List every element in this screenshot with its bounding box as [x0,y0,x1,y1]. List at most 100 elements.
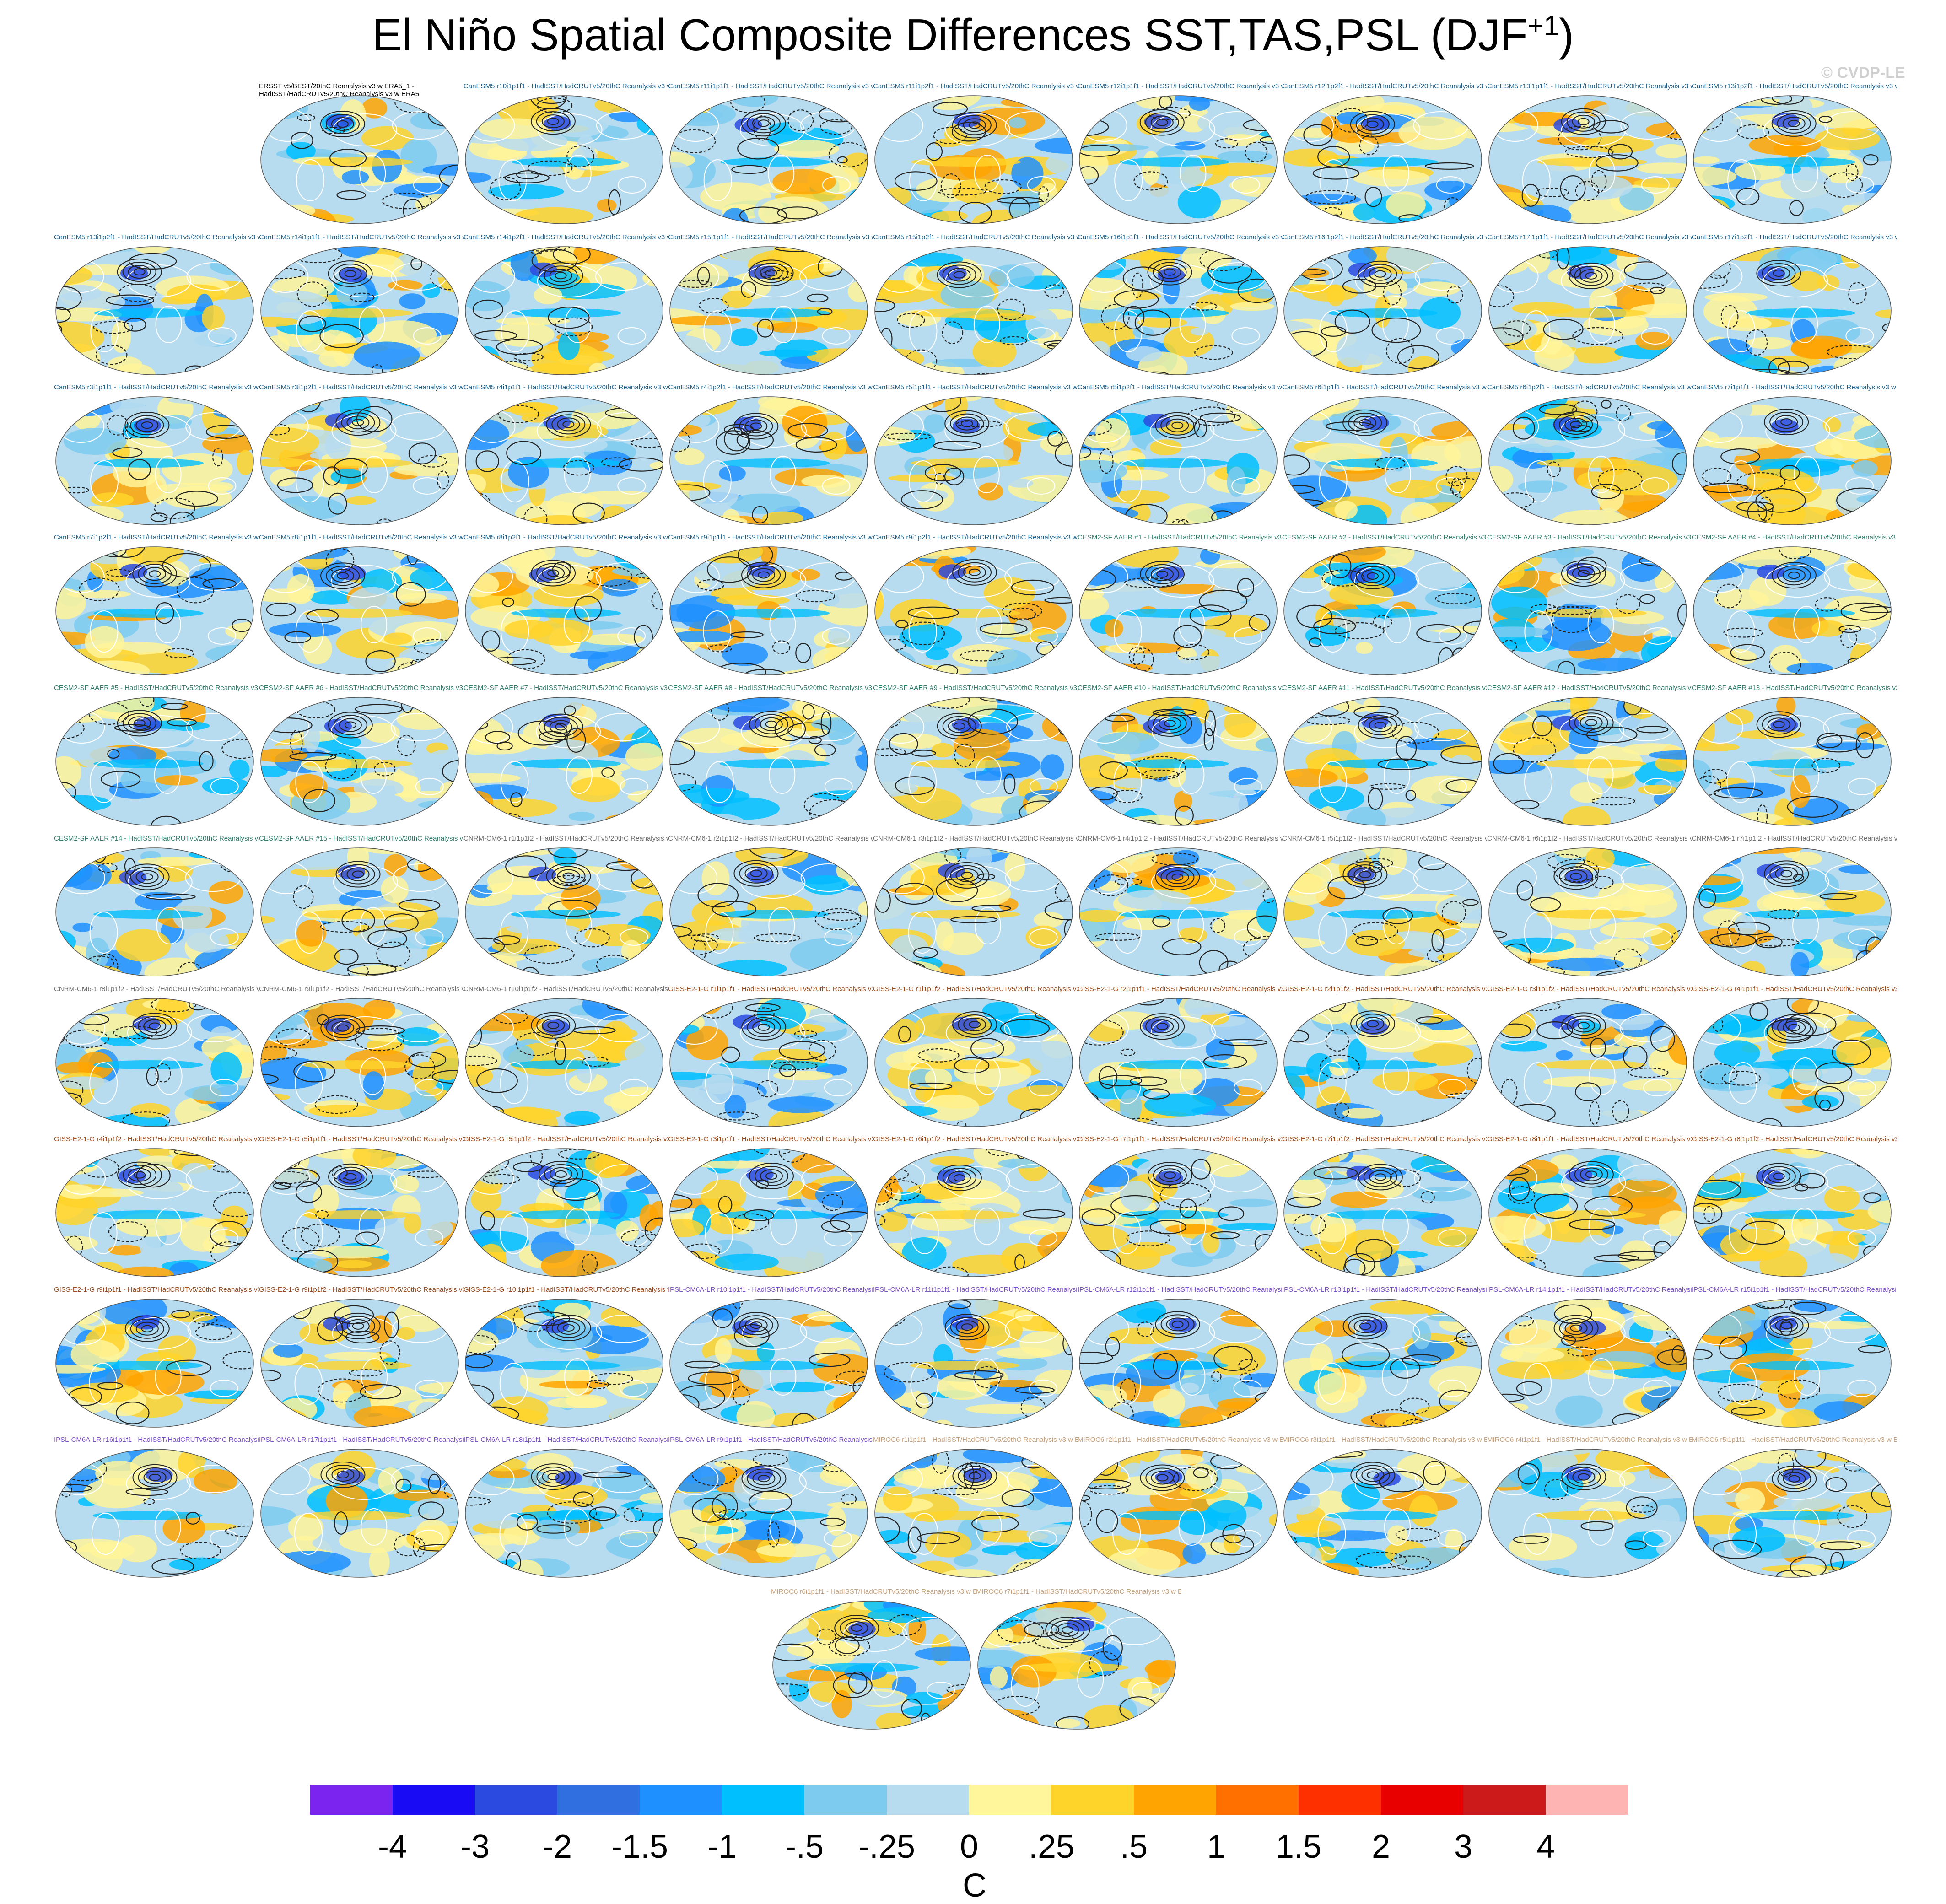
equatorial-anomaly [1746,308,1856,318]
panel-label: GISS-E2-1-G r2i1p1f2 - HadISST/HadCRUTv5… [1282,985,1487,993]
continent-outline [1112,1363,1141,1405]
psl-contour [339,267,362,281]
anomaly-region [56,360,96,373]
psl-contour [1239,1372,1252,1383]
psl-contour [913,947,938,959]
anomaly-region [280,355,309,370]
psl-contour [1189,302,1218,311]
psl-contour [1427,948,1445,963]
psl-contour [924,464,961,482]
psl-contour [1155,864,1200,891]
psl-contour [1139,561,1185,588]
anomaly-region [1206,1422,1249,1427]
anomaly-region [465,247,503,258]
continent-outline [617,627,646,645]
psl-contour [1150,115,1174,129]
anomaly-region [312,1246,388,1259]
anomaly-region [1489,466,1514,494]
psl-contour [367,929,407,948]
psl-contour [712,901,757,918]
anomaly-region [1372,807,1437,823]
anomaly-region [1152,1350,1198,1362]
anomaly-region [1305,625,1350,646]
psl-contour [1054,1322,1073,1330]
psl-contour [1302,251,1330,262]
psl-contour [760,270,793,279]
psl-contour [1559,1318,1593,1338]
psl-contour [1171,874,1184,881]
panel-label: CanESM5 r8i1p1f1 - HadISST/HadCRUTv5/20t… [259,534,464,541]
psl-contour [749,848,797,859]
continent-outline [770,1358,797,1396]
psl-contour [124,863,170,890]
psl-contour [493,935,520,945]
continent-outline [499,1363,528,1405]
psl-contour [590,1373,633,1385]
map-panel-grid: ERSST v5/BEST/20thC Reanalysis v3 w ERA5… [54,82,1897,1730]
psl-contour [1312,167,1360,180]
map-plot [55,246,254,375]
psl-contour [554,317,593,337]
psl-contour [352,1322,364,1330]
psl-contour [557,869,580,883]
psl-contour [967,708,1019,735]
psl-contour [1247,803,1277,816]
anomaly-region [1091,848,1152,856]
psl-contour [1262,888,1276,903]
anomaly-region [426,749,458,771]
map-panel: IPSL-CM6A-LR r15i1p1f1 - HadISST/HadCRUT… [1692,1286,1897,1428]
continent-outline [1587,756,1614,794]
psl-contour [1135,756,1186,778]
continent-outline [1793,756,1820,794]
psl-contour [1363,264,1397,284]
anomaly-region [465,172,491,183]
anomaly-region [1079,848,1137,857]
anomaly-region [303,634,332,664]
anomaly-region [670,472,687,481]
continent-outline [89,1212,118,1254]
continent-outline [1113,1212,1142,1254]
panel-label: CanESM5 r5i1p2f1 - HadISST/HadCRUTv5/20t… [1078,383,1283,391]
psl-contour [318,1378,366,1403]
equatorial-anomaly [1119,910,1229,919]
map-border [260,847,459,976]
anomaly-region [1114,778,1152,788]
anomaly-region [1791,335,1852,359]
psl-contour [341,908,375,933]
map-plot [1283,697,1482,826]
psl-contour [261,1073,279,1085]
continent-outline [1793,606,1820,643]
map-plot [55,847,254,976]
psl-contour [885,1180,921,1201]
psl-contour [752,1020,776,1034]
psl-contour [1566,563,1601,584]
psl-contour [213,1192,253,1217]
psl-contour [1553,863,1599,890]
anomaly-region [1191,327,1209,336]
panel-label: IPSL-CM6A-LR r15i1p1f1 - HadISST/HadCRUT… [1692,1286,1897,1294]
continent-outline [1231,176,1260,194]
anomaly-region [1867,1200,1891,1223]
panel-label: GISS-E2-1-G r7i1p1f1 - HadISST/HadCRUTv5… [1078,1135,1283,1143]
anomaly-region [1543,1076,1617,1087]
psl-contour [128,265,151,279]
psl-contour [345,1173,357,1181]
continent-outline [500,912,529,954]
psl-contour [1693,1203,1723,1224]
continent-outline [126,1166,192,1199]
psl-contour [339,1170,362,1184]
anomaly-region [892,1323,939,1352]
anomaly-region [1697,247,1749,256]
psl-contour [65,1029,109,1048]
map-plot [55,396,254,525]
continent-outline [1114,310,1143,352]
anomaly-region [1877,796,1891,813]
map-plot [465,246,663,375]
anomaly-region [224,364,253,375]
psl-contour [1559,866,1593,887]
psl-contour [563,460,594,476]
panel-label: CanESM5 r7i1p2f1 - HadISST/HadCRUTv5/20t… [54,534,259,541]
anomaly-region [56,1306,66,1323]
anomaly-region [1786,663,1833,675]
psl-contour [202,578,237,589]
